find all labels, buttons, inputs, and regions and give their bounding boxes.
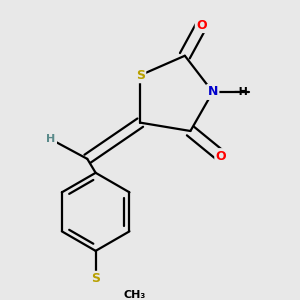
Text: S: S (136, 69, 145, 82)
Text: CH₃: CH₃ (124, 290, 146, 300)
Text: H: H (46, 134, 56, 144)
Text: O: O (196, 19, 207, 32)
Text: N: N (208, 85, 218, 98)
Text: –H: –H (234, 87, 248, 97)
Text: O: O (216, 150, 226, 163)
Text: S: S (91, 272, 100, 285)
